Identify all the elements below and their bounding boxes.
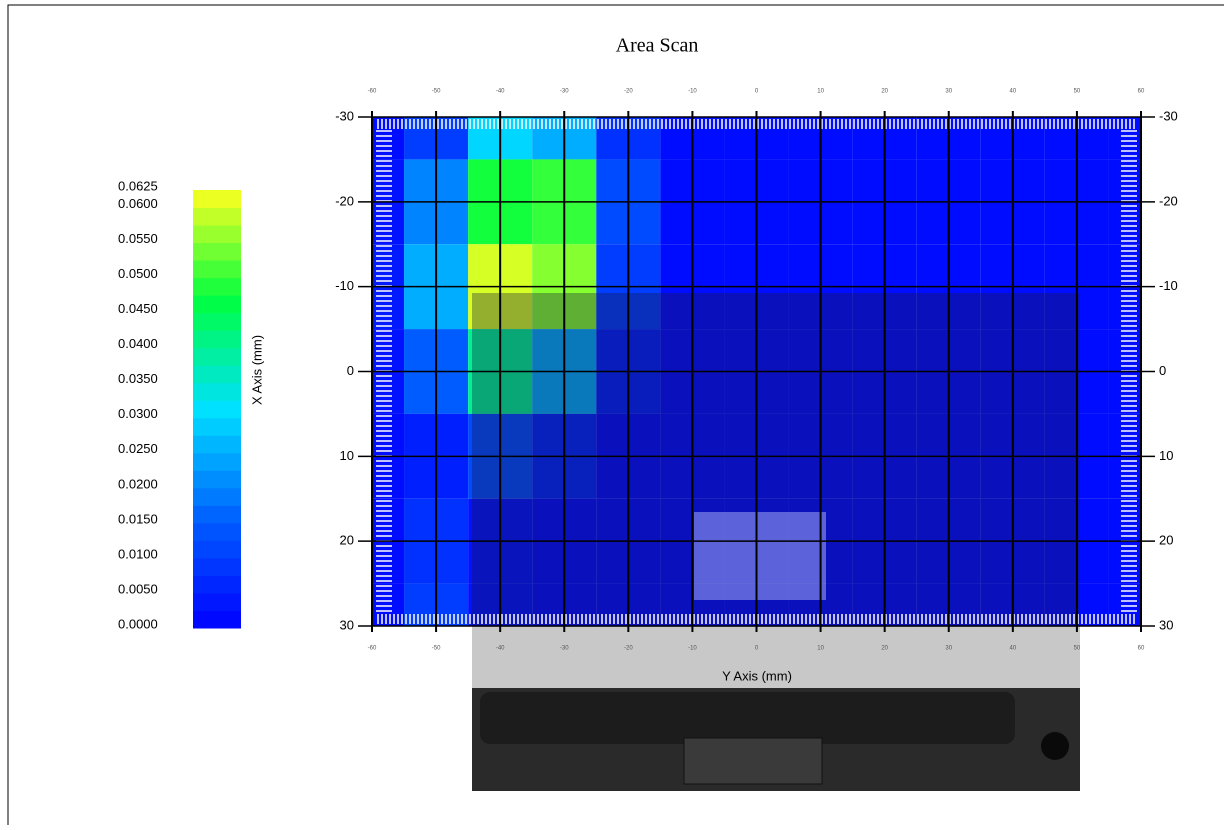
y-tick-label: 20: [340, 533, 354, 548]
colorbar-step: [193, 312, 241, 331]
colorbar-tick-label: 0.0250: [118, 441, 158, 456]
x-tick-label: 50: [1074, 646, 1081, 652]
colorbar-tick-label: 0.0150: [118, 511, 158, 526]
colorbar-step: [193, 225, 241, 244]
x-tick-label: 60: [1138, 89, 1145, 95]
colorbar-tick-label: 0.0400: [118, 336, 158, 351]
x-tick-label: 20: [881, 89, 888, 95]
colorbar-tick-label: 0.0500: [118, 266, 158, 281]
colorbar-step: [193, 295, 241, 314]
x-tick-label: 40: [1009, 646, 1016, 652]
x-tick-label: 40: [1009, 89, 1016, 95]
colorbar-tick-label: 0.0000: [118, 616, 158, 631]
x-tick-label: -20: [624, 646, 633, 652]
y-tick-label: -10: [1159, 278, 1178, 293]
x-tick-label: 10: [817, 89, 824, 95]
photo-overlay: [472, 293, 1080, 791]
colorbar-tick-label: 0.0550: [118, 231, 158, 246]
colorbar-tick-label: 0.0350: [118, 371, 158, 386]
photo-latch: [683, 737, 823, 785]
colorbar-tick-label: 0.0050: [118, 581, 158, 596]
x-tick-label: -60: [368, 89, 377, 95]
y-axis-label: X Axis (mm): [249, 335, 264, 405]
colorbar-step: [193, 505, 241, 524]
y-tick-label: -20: [1159, 193, 1178, 208]
colorbar-step: [193, 242, 241, 261]
colorbar-step: [193, 382, 241, 401]
colorbar-tick-label: 0.0450: [118, 301, 158, 316]
frame: [7, 4, 1224, 830]
x-tick-label: 0: [755, 89, 759, 95]
colorbar-step: [193, 452, 241, 471]
colorbar-step: [193, 400, 241, 419]
x-tick-label: -60: [368, 646, 377, 652]
y-tick-label: -30: [335, 108, 354, 123]
x-tick-label: 20: [881, 646, 888, 652]
x-tick-label: 30: [945, 89, 952, 95]
colorbar-step: [193, 487, 241, 506]
photo-label: [694, 512, 826, 600]
colorbar-step: [193, 470, 241, 489]
colorbar-step: [193, 557, 241, 576]
colorbar-step: [193, 190, 241, 209]
x-tick-label: -50: [432, 646, 441, 652]
y-tick-label: -10: [335, 278, 354, 293]
photo-hole: [1041, 732, 1069, 760]
heat-cell: [372, 117, 405, 160]
colorbar-step: [193, 522, 241, 541]
photo-panel: [472, 293, 1080, 627]
y-tick-label: 30: [1159, 617, 1173, 632]
colorbar-tick-label: 0.0600: [118, 196, 158, 211]
y-tick-label: 10: [1159, 448, 1173, 463]
colorbar-step: [193, 540, 241, 559]
y-tick-label: 10: [340, 448, 354, 463]
x-tick-label: 60: [1138, 646, 1145, 652]
x-tick-label: -40: [496, 646, 505, 652]
colorbar-step: [193, 277, 241, 296]
colorbar-step: [193, 365, 241, 384]
colorbar-tick-label: 0.0625: [118, 178, 158, 193]
colorbar-tick-label: 0.0300: [118, 406, 158, 421]
photo-band: [472, 627, 1080, 688]
chart-title: Area Scan: [616, 35, 699, 57]
colorbar-step: [193, 260, 241, 279]
x-axis-label: Y Axis (mm): [722, 668, 792, 683]
y-tick-label: 20: [1159, 533, 1173, 548]
y-tick-label: 0: [347, 363, 354, 378]
x-tick-label: 50: [1074, 89, 1081, 95]
x-tick-label: -10: [688, 646, 697, 652]
x-tick-label: 10: [817, 646, 824, 652]
axes: -60 -60 -50 -50 -40 -40 -30 -30 -20 -20 -10 -10 0 0 10…: [335, 89, 1178, 652]
x-tick-label: -50: [432, 89, 441, 95]
y-tick-label: 30: [340, 617, 354, 632]
x-tick-label: -30: [560, 89, 569, 95]
x-tick-label: 0: [755, 646, 759, 652]
heat-cell: [372, 583, 405, 626]
x-tick-label: -10: [688, 89, 697, 95]
colorbar-step: [193, 207, 241, 226]
colorbar-step: [193, 610, 241, 629]
x-tick-label: -20: [624, 89, 633, 95]
y-tick-label: 0: [1159, 363, 1166, 378]
colorbar-step: [193, 435, 241, 454]
y-tick-label: -20: [335, 193, 354, 208]
colorbar-step: [193, 347, 241, 366]
x-tick-label: 30: [945, 646, 952, 652]
colorbar-tick-label: 0.0100: [118, 546, 158, 561]
colorbar-step: [193, 592, 241, 611]
colorbar: 0.0000 0.0050 0.0100 0.0150 0.0200 0.0250 0.03…: [118, 178, 241, 631]
x-tick-label: -40: [496, 89, 505, 95]
colorbar-tick-label: 0.0200: [118, 476, 158, 491]
photo-tray: [480, 692, 1015, 744]
y-tick-label: -30: [1159, 108, 1178, 123]
x-tick-label: -30: [560, 646, 569, 652]
colorbar-step: [193, 575, 241, 594]
colorbar-step: [193, 417, 241, 436]
colorbar-step: [193, 330, 241, 349]
